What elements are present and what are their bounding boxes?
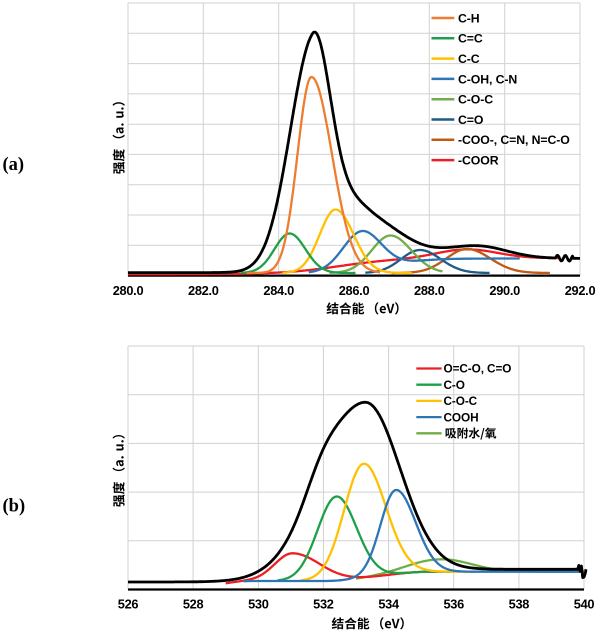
svg-text:C-O-C: C-O-C — [444, 394, 478, 408]
svg-text:534: 534 — [378, 597, 400, 612]
svg-text:282.0: 282.0 — [188, 283, 219, 298]
svg-text:(b): (b) — [3, 497, 26, 517]
svg-text:284.0: 284.0 — [263, 283, 294, 298]
svg-text:528: 528 — [183, 597, 204, 612]
svg-text:C=C: C=C — [458, 32, 483, 46]
svg-text:526: 526 — [118, 597, 139, 612]
svg-text:290.0: 290.0 — [489, 283, 520, 298]
svg-text:C-H: C-H — [458, 11, 480, 25]
svg-text:(a): (a) — [3, 155, 25, 175]
svg-text:O=C-O, C=O: O=C-O, C=O — [444, 362, 512, 376]
svg-text:292.0: 292.0 — [565, 283, 596, 298]
svg-text:C-O-C: C-O-C — [458, 93, 493, 107]
svg-text:538: 538 — [509, 597, 530, 612]
svg-text:-COOR: -COOR — [458, 154, 499, 168]
svg-text:280.0: 280.0 — [113, 283, 144, 298]
svg-text:C=O: C=O — [458, 113, 484, 127]
svg-text:532: 532 — [313, 597, 334, 612]
svg-text:288.0: 288.0 — [414, 283, 445, 298]
svg-text:COOH: COOH — [444, 410, 479, 424]
svg-text:C-C: C-C — [458, 52, 480, 66]
svg-text:-COO-, C=N, N=C-O: -COO-, C=N, N=C-O — [458, 133, 570, 147]
svg-text:530: 530 — [248, 597, 269, 612]
svg-text:C-O: C-O — [444, 378, 465, 392]
svg-text:286.0: 286.0 — [339, 283, 370, 298]
svg-text:536: 536 — [443, 597, 464, 612]
svg-text:C-OH, C-N: C-OH, C-N — [458, 72, 517, 86]
svg-text:540: 540 — [574, 597, 595, 612]
